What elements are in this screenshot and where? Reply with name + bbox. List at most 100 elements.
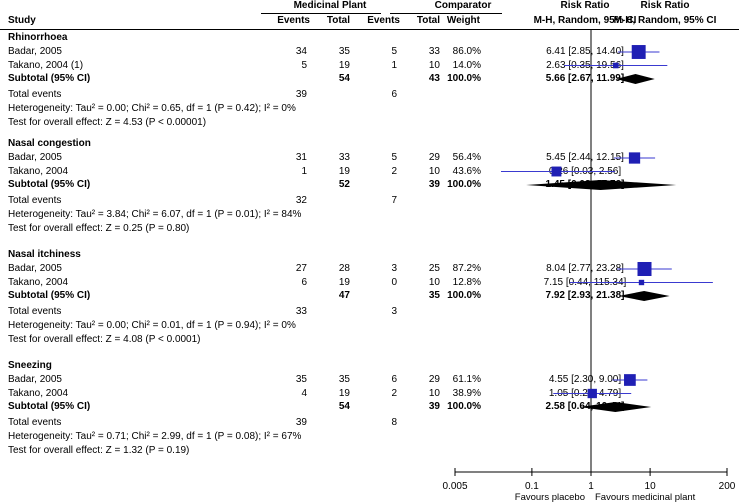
favours-left-label: Favours placebo: [515, 492, 585, 503]
risk-ratio-cell: 6.41 [2.85, 14.40]: [546, 46, 624, 57]
study-name: Badar, 2005: [8, 374, 62, 385]
study-effect-marker: [631, 45, 646, 59]
total-events2: 6: [391, 89, 397, 100]
total1-header: Total: [326, 15, 350, 26]
weight-cell: 14.0%: [452, 59, 481, 71]
total-events1: 39: [295, 417, 307, 428]
events1-cell: 5: [301, 59, 307, 71]
events2-cell: 5: [391, 152, 397, 163]
study-name: Takano, 2004: [8, 276, 69, 288]
total-events-label: Total events: [8, 195, 62, 206]
subtotal-risk-ratio: 7.92 [2.93, 21.38]: [545, 290, 625, 301]
total1-cell: 19: [338, 387, 350, 399]
total-events-label: Total events: [8, 89, 62, 100]
study-name: Takano, 2004: [8, 165, 69, 177]
group1-header: Medicinal Plant: [293, 0, 367, 11]
subtotal-diamond: [526, 180, 677, 190]
subgroup-title: Rhinorrhoea: [8, 32, 68, 43]
total-events2: 7: [391, 195, 397, 206]
subtotal-label: Subtotal (95% CI): [8, 179, 91, 190]
total-events1: 39: [295, 89, 307, 100]
events1-cell: 27: [295, 263, 307, 274]
total1-cell: 35: [338, 46, 350, 57]
subgroup-title: Nasal itchiness: [8, 249, 81, 260]
study-effect-marker: [638, 279, 645, 286]
x-tick-label: 200: [719, 481, 736, 492]
events2-cell: 2: [391, 165, 397, 177]
total-events-label: Total events: [8, 417, 62, 428]
events2-cell: 2: [391, 387, 397, 399]
subtotal-risk-ratio: 5.66 [2.67, 11.99]: [545, 73, 625, 84]
x-tick-label: 10: [645, 481, 657, 492]
total-events1: 32: [295, 195, 307, 206]
study-effect-marker: [613, 62, 619, 69]
events1-cell: 35: [295, 374, 307, 385]
events1-cell: 6: [301, 276, 307, 288]
total2-cell: 33: [428, 46, 440, 57]
heterogeneity-text: Heterogeneity: Tau² = 0.00; Chi² = 0.01,…: [8, 320, 296, 331]
total2-cell: 10: [428, 276, 440, 288]
subtotal-total2: 39: [428, 401, 440, 412]
plot-title: Risk Ratio: [640, 0, 690, 11]
study-name: Badar, 2005: [8, 46, 62, 57]
subtotal-total2: 43: [428, 73, 440, 84]
heterogeneity-text: Heterogeneity: Tau² = 3.84; Chi² = 6.07,…: [8, 209, 302, 220]
risk-ratio-cell: 8.04 [2.77, 23.28]: [546, 263, 624, 274]
events1-cell: 31: [295, 152, 307, 163]
subtotal-diamond: [618, 291, 670, 301]
total2-cell: 29: [428, 374, 440, 385]
subtotal-weight: 100.0%: [447, 401, 481, 412]
events2-cell: 1: [391, 59, 397, 71]
subtotal-weight: 100.0%: [447, 179, 481, 190]
events1-cell: 1: [301, 165, 307, 177]
favours-right-label: Favours medicinal plant: [595, 492, 696, 503]
plot-method: M-H, Random, 95% CI: [613, 15, 717, 26]
heterogeneity-text: Heterogeneity: Tau² = 0.71; Chi² = 2.99,…: [8, 431, 302, 442]
x-tick-label: 0.1: [525, 481, 539, 492]
total1-cell: 35: [338, 374, 350, 385]
rr-method: M-H, Random, 95% CI: [533, 15, 637, 26]
total-events-label: Total events: [8, 306, 62, 317]
weight-cell: 61.1%: [452, 374, 481, 385]
total1-cell: 19: [338, 276, 350, 288]
total-events2: 3: [391, 306, 397, 317]
study-name: Takano, 2004: [8, 387, 69, 399]
subgroup-title: Nasal congestion: [8, 138, 91, 149]
group2-header: Comparator: [434, 0, 492, 11]
heterogeneity-text: Heterogeneity: Tau² = 0.00; Chi² = 0.65,…: [8, 103, 296, 114]
events2-header: Events: [367, 15, 400, 26]
events2-cell: 0: [391, 276, 397, 288]
total-events2: 8: [391, 417, 397, 428]
study-effect-marker: [628, 152, 641, 164]
total2-cell: 10: [428, 387, 440, 399]
overall-effect-text: Test for overall effect: Z = 4.08 (P < 0…: [8, 334, 201, 345]
weight-cell: 56.4%: [452, 152, 481, 163]
rr-title: Risk Ratio: [560, 0, 610, 11]
study-effect-marker: [637, 261, 652, 277]
subtotal-total2: 35: [428, 290, 440, 301]
subtotal-label: Subtotal (95% CI): [8, 73, 91, 84]
total1-cell: 19: [338, 165, 350, 177]
risk-ratio-cell: 4.55 [2.30, 9.00]: [548, 374, 622, 385]
subtotal-total1: 52: [338, 179, 350, 190]
total2-cell: 25: [428, 263, 440, 274]
subtotal-label: Subtotal (95% CI): [8, 401, 91, 412]
study-header: Study: [8, 15, 36, 26]
events2-cell: 5: [391, 46, 397, 57]
weight-cell: 87.2%: [452, 263, 481, 274]
weight-cell: 38.9%: [452, 387, 481, 399]
total2-cell: 29: [428, 152, 440, 163]
total2-cell: 10: [428, 165, 440, 177]
subtotal-total2: 39: [428, 179, 440, 190]
subtotal-diamond: [616, 74, 655, 84]
subtotal-weight: 100.0%: [447, 290, 481, 301]
events1-header: Events: [277, 15, 310, 26]
group1-underline: [261, 13, 381, 14]
events1-cell: 4: [301, 387, 307, 399]
subgroup-title: Sneezing: [8, 360, 52, 371]
risk-ratio-cell: 5.45 [2.44, 12.15]: [546, 152, 624, 163]
study-effect-marker: [587, 388, 597, 399]
events2-cell: 6: [391, 374, 397, 385]
total1-cell: 19: [338, 59, 350, 71]
